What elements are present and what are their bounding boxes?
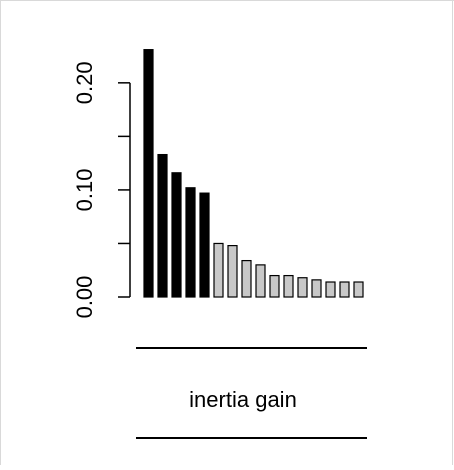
bar-highlighted xyxy=(185,187,196,298)
bar xyxy=(241,259,252,298)
y-tick-label: 0.20 xyxy=(72,61,97,104)
bar xyxy=(339,281,350,298)
bar-highlighted xyxy=(199,192,210,298)
frame-top-edge xyxy=(0,0,454,1)
bar xyxy=(297,277,308,298)
bar-highlighted xyxy=(143,49,154,298)
bars-group xyxy=(143,49,364,298)
bar xyxy=(283,274,294,298)
bar-highlighted xyxy=(157,153,168,298)
bar xyxy=(325,281,336,298)
bar xyxy=(227,245,238,298)
frame-left-edge xyxy=(0,0,1,465)
bar xyxy=(255,264,266,298)
bar-highlighted xyxy=(171,172,182,298)
bar xyxy=(269,274,280,298)
bar xyxy=(353,281,364,298)
y-axis: 0.00 0.10 0.20 xyxy=(72,61,131,319)
y-tick-label: 0.10 xyxy=(72,169,97,212)
x-axis-label: inertia gain xyxy=(189,387,297,412)
bar xyxy=(311,279,322,298)
y-tick-label: 0.00 xyxy=(72,276,97,319)
frame-right-edge xyxy=(452,0,453,465)
bar xyxy=(213,242,224,298)
